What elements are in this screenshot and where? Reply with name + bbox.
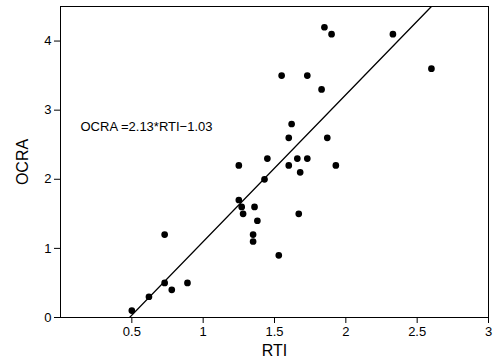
svg-text:3: 3 [44,102,51,117]
svg-text:2: 2 [342,324,349,339]
svg-text:2.5: 2.5 [408,324,426,339]
svg-text:1: 1 [44,241,51,256]
svg-text:0: 0 [44,310,51,325]
svg-text:3: 3 [485,324,492,339]
svg-text:2: 2 [44,171,51,186]
svg-text:OCRA =2.13*RTI−1.03: OCRA =2.13*RTI−1.03 [81,119,213,134]
svg-text:RTI: RTI [262,342,287,359]
svg-text:0.5: 0.5 [123,324,141,339]
svg-text:4: 4 [44,33,51,48]
svg-text:1: 1 [200,324,207,339]
svg-text:1.5: 1.5 [265,324,283,339]
svg-text:OCRA: OCRA [14,139,31,186]
